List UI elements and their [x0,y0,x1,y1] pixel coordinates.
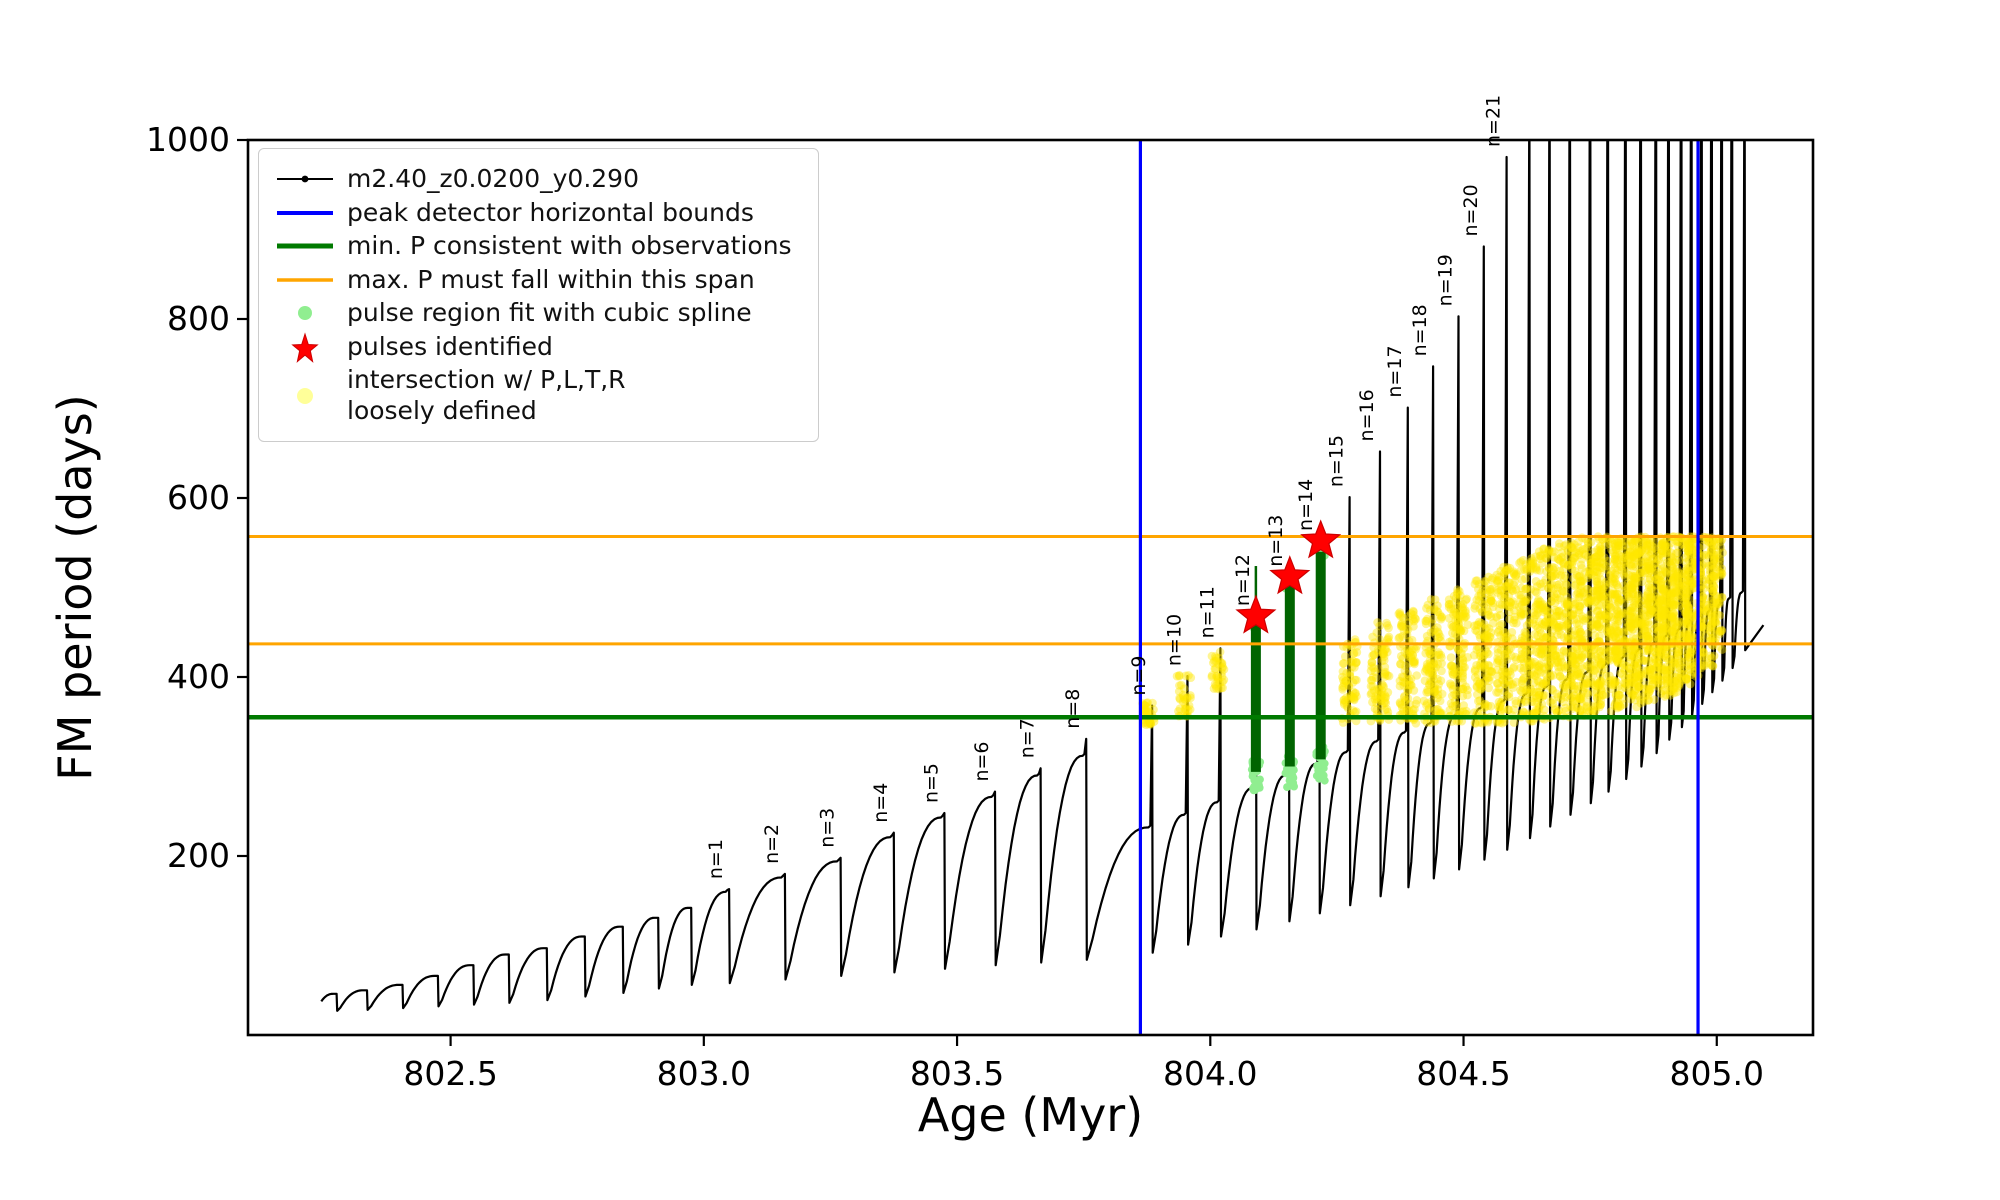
legend-item-intersection: intersection w/ P,L,T,R loosely defined [273,365,792,426]
svg-text:n=15: n=15 [1326,435,1348,487]
legend-item-pulses: pulses identified [273,332,792,363]
svg-text:n=5: n=5 [920,763,942,803]
legend-label: max. P must fall within this span [347,264,755,294]
svg-text:n=18: n=18 [1409,304,1431,356]
axis-ticks: 802.5 803.0 803.5 804.0 804.5 805.0 200 400 600 8… [146,120,1764,1093]
y-axis-label: FM period (days) [48,394,102,781]
svg-text:n=4: n=4 [870,783,892,823]
legend-label: pulses identified [347,331,553,361]
axes-border [246,138,1815,1037]
y-tick-label: 800 [167,299,230,338]
svg-text:n=11: n=11 [1196,586,1218,638]
x-tick-label: 803.0 [657,1054,751,1093]
svg-text:n=2: n=2 [761,824,783,864]
line-marker-icon [273,164,337,194]
orange-line-icon [273,265,337,295]
x-tick-label: 802.5 [403,1054,497,1093]
legend-label: intersection w/ P,L,T,R loosely defined [347,365,626,425]
pulse-number-labels: n=1 n=2 n=3 n=4 n=5 n=6 n=7 n=8 n=9 n=10 n=11 n=12 n… [705,95,1504,879]
svg-text:n=20: n=20 [1460,184,1482,236]
legend-item-min-p: min. P consistent with observations [273,231,792,262]
plot-area [320,140,1765,1012]
legend-item-peak-bounds: peak detector horizontal bounds [273,198,792,229]
x-tick-label: 804.0 [1163,1054,1257,1093]
svg-text:n=16: n=16 [1356,389,1378,441]
yellow-dot-icon [273,381,337,411]
svg-text:n=3: n=3 [817,808,839,848]
legend-label: m2.40_z0.0200_y0.290 [347,164,639,193]
legend-item-max-p: max. P must fall within this span [273,265,792,296]
y-tick-label: 600 [167,478,230,517]
legend-label: peak detector horizontal bounds [347,197,754,227]
x-axis-label: Age (Myr) [917,1088,1144,1142]
y-tick-label: 1000 [146,120,230,159]
y-tick-label: 400 [167,657,230,696]
legend-item-series: m2.40_z0.0200_y0.290 [273,164,792,195]
svg-text:n=13: n=13 [1265,515,1287,567]
svg-text:n=12: n=12 [1232,554,1254,606]
svg-text:n=17: n=17 [1384,345,1406,397]
green-line-icon [273,231,337,261]
svg-text:n=8: n=8 [1062,689,1084,729]
svg-text:n=19: n=19 [1434,254,1456,306]
svg-text:n=10: n=10 [1164,614,1186,666]
blue-line-icon [273,198,337,228]
x-tick-label: 803.5 [910,1054,1004,1093]
svg-text:n=9: n=9 [1128,656,1150,696]
svg-text:n=1: n=1 [705,839,727,879]
legend-label: pulse region fit with cubic spline [347,298,752,327]
legend: m2.40_z0.0200_y0.290 peak detector horiz… [258,148,819,442]
red-star-icon [273,332,337,363]
x-tick-label: 805.0 [1670,1054,1764,1093]
x-tick-label: 804.5 [1416,1054,1510,1093]
legend-item-spline: pulse region fit with cubic spline [273,298,792,329]
svg-text:n=7: n=7 [1017,718,1039,758]
svg-text:n=14: n=14 [1295,479,1317,531]
pulse-period-curve [320,140,1765,1012]
y-tick-label: 200 [167,836,230,875]
intersection-dots [1138,532,1727,730]
green-dot-icon [273,298,337,328]
identified-pulse-stars [1235,519,1342,634]
svg-text:n=6: n=6 [971,741,993,781]
legend-label: min. P consistent with observations [347,231,792,260]
